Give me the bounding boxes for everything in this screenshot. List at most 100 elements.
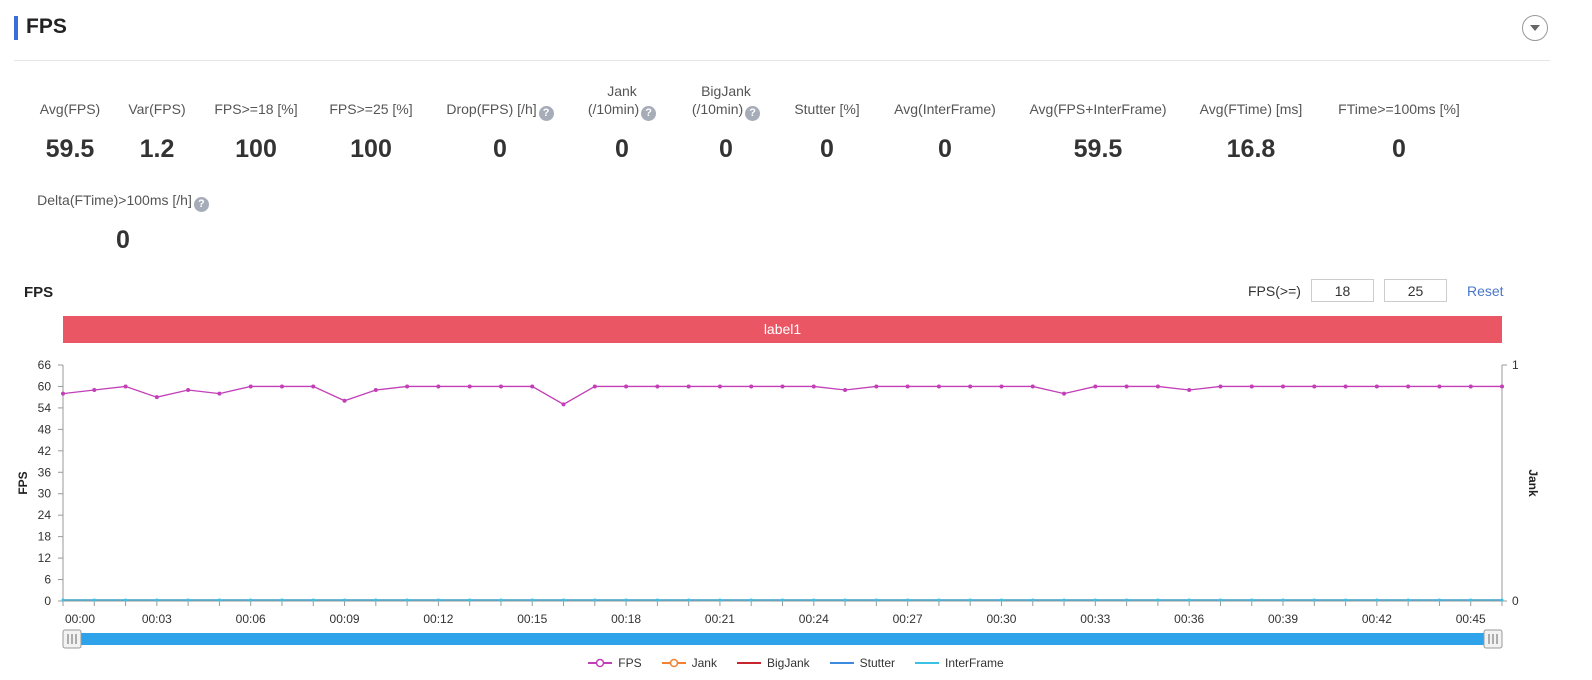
fps-point bbox=[1030, 384, 1035, 389]
interframe-point bbox=[374, 598, 378, 602]
interframe-point bbox=[92, 598, 96, 602]
fps-point bbox=[717, 384, 722, 389]
metric-label-line: FPS>=25 [%] bbox=[281, 100, 461, 118]
legend-item-bigjank[interactable]: BigJank bbox=[736, 656, 810, 670]
fps-point bbox=[186, 388, 191, 393]
metric-label-line: Jank bbox=[532, 82, 712, 100]
metric-value: 0 bbox=[719, 135, 733, 163]
interframe-point bbox=[874, 598, 878, 602]
metric-label-line: (/10min)? bbox=[636, 100, 816, 121]
legend-symbol bbox=[736, 662, 761, 664]
metric-value: 59.5 bbox=[1073, 135, 1123, 163]
fps-point bbox=[811, 384, 816, 389]
fps-point bbox=[92, 388, 97, 393]
metric-value: 0 bbox=[493, 135, 507, 163]
x-tick-label: 00:45 bbox=[1456, 612, 1486, 626]
y-tick-label: 54 bbox=[38, 401, 52, 415]
fps-point bbox=[874, 384, 879, 389]
metric-label-text: Avg(FPS) bbox=[39, 101, 101, 117]
fps-point bbox=[311, 384, 316, 389]
x-tick-label: 00:30 bbox=[986, 612, 1016, 626]
reset-link[interactable]: Reset bbox=[1467, 283, 1504, 299]
metric-label: Delta(FTime)>100ms [/h]? bbox=[33, 191, 213, 212]
legend-label: FPS bbox=[618, 656, 642, 670]
fps-point bbox=[936, 384, 941, 389]
fps-threshold-low-input[interactable] bbox=[1311, 279, 1374, 302]
fps-point bbox=[999, 384, 1004, 389]
interframe-point bbox=[124, 598, 128, 602]
metric-label-line: BigJank bbox=[636, 82, 816, 100]
metric-label-text: (/10min) bbox=[691, 101, 744, 117]
y-tick-label: 42 bbox=[38, 444, 52, 458]
legend-item-interframe[interactable]: InterFrame bbox=[915, 656, 1004, 670]
x-tick-label: 00:12 bbox=[423, 612, 453, 626]
collapse-button[interactable] bbox=[1522, 15, 1548, 41]
help-icon[interactable]: ? bbox=[193, 197, 209, 212]
legend-symbol bbox=[829, 662, 854, 664]
interframe-point bbox=[280, 598, 284, 602]
interframe-point bbox=[687, 598, 691, 602]
interframe-point bbox=[311, 598, 315, 602]
metric-label-line: Avg(FPS+InterFrame) bbox=[1008, 100, 1188, 118]
metric-label-text: BigJank bbox=[701, 83, 751, 99]
interframe-point bbox=[1437, 598, 1441, 602]
metric-value: 100 bbox=[235, 135, 277, 163]
interframe-point bbox=[405, 598, 409, 602]
fps-point bbox=[561, 402, 566, 407]
metric-value: 0 bbox=[820, 135, 834, 163]
metric-value: 0 bbox=[938, 135, 952, 163]
y-tick-label: 60 bbox=[38, 379, 52, 393]
metric-label: Avg(FTime) [ms] bbox=[1161, 100, 1341, 118]
fps-point bbox=[1124, 384, 1129, 389]
fps-point bbox=[1218, 384, 1223, 389]
fps-point bbox=[405, 384, 410, 389]
zoom-slider-track[interactable] bbox=[72, 633, 1493, 645]
metric-label-text: FTime>=100ms [%] bbox=[1338, 101, 1460, 117]
metric-label: BigJank (/10min)? bbox=[636, 82, 816, 121]
help-icon[interactable]: ? bbox=[745, 106, 761, 121]
metric-label-line: Stutter [%] bbox=[737, 100, 917, 118]
label-bar[interactable]: label1 bbox=[63, 316, 1502, 343]
interframe-point bbox=[217, 598, 221, 602]
interframe-point bbox=[1218, 598, 1222, 602]
legend-item-stutter[interactable]: Stutter bbox=[829, 656, 895, 670]
metric-label: Drop(FPS) [/h]? bbox=[410, 100, 590, 121]
x-tick-label: 00:27 bbox=[893, 612, 923, 626]
interframe-point bbox=[1406, 598, 1410, 602]
help-icon[interactable]: ? bbox=[641, 106, 657, 121]
metric-label-line: Avg(InterFrame) bbox=[855, 100, 1035, 118]
legend-symbol bbox=[661, 658, 686, 668]
series-line-fps bbox=[62, 385, 1502, 406]
fps-point bbox=[1374, 384, 1379, 389]
fps-threshold-high-input[interactable] bbox=[1384, 279, 1447, 302]
y-tick-label: 48 bbox=[38, 422, 52, 436]
x-tick-label: 00:00 bbox=[65, 612, 95, 626]
interframe-point bbox=[655, 598, 659, 602]
fps-point bbox=[655, 384, 660, 389]
y-tick-label: 36 bbox=[38, 465, 52, 479]
legend-item-fps[interactable]: FPS bbox=[588, 656, 642, 670]
help-icon[interactable]: ? bbox=[538, 106, 554, 121]
fps-point bbox=[1500, 384, 1504, 389]
legend-item-jank[interactable]: Jank bbox=[661, 656, 717, 670]
fps-point bbox=[1249, 384, 1254, 389]
fps-point bbox=[1343, 384, 1348, 389]
interframe-point bbox=[749, 598, 753, 602]
interframe-point bbox=[1344, 598, 1348, 602]
interframe-point bbox=[1062, 598, 1066, 602]
metric-value: 0 bbox=[116, 226, 130, 254]
fps-point bbox=[1062, 391, 1067, 396]
page-title: FPS bbox=[26, 15, 67, 38]
interframe-point bbox=[1156, 598, 1160, 602]
metric-label: Var(FPS) bbox=[67, 100, 247, 118]
interframe-point bbox=[436, 598, 440, 602]
interframe-point bbox=[1500, 598, 1504, 602]
metric-label-text: Var(FPS) bbox=[128, 101, 186, 117]
header-accent-bar bbox=[14, 16, 18, 40]
chart-legend: FPS Jank BigJank Stutter InterFrame bbox=[0, 656, 1592, 670]
metric-label-line: FPS>=18 [%] bbox=[166, 100, 346, 118]
interframe-point bbox=[718, 598, 722, 602]
interframe-point bbox=[1093, 598, 1097, 602]
x-tick-label: 00:18 bbox=[611, 612, 641, 626]
